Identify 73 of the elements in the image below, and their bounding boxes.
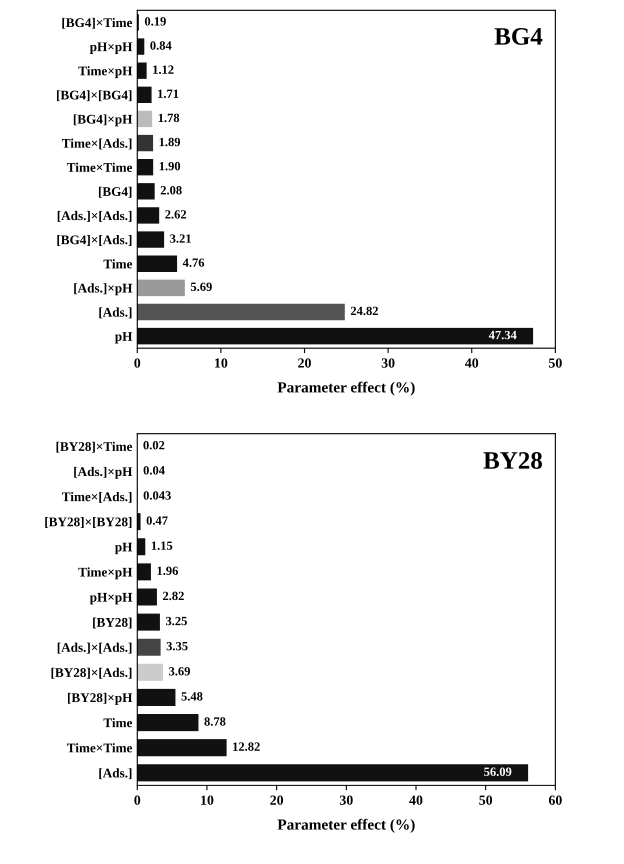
y-tick-label: [BG4]×pH (74, 114, 132, 126)
data-label: 8.78 (204, 717, 226, 726)
x-tick-label: 60 (548, 796, 562, 805)
data-label: 3.25 (166, 616, 187, 626)
data-label: 0.47 (146, 516, 168, 525)
y-tick-label: [Ads.] (99, 307, 132, 318)
y-tick-label: pH×pH (90, 42, 132, 54)
data-label: 0.84 (150, 41, 172, 50)
y-tick-label: [Ads.]×pH (74, 283, 132, 296)
y-tick-label: [BG4]×Time (62, 18, 132, 29)
data-label: 4.76 (182, 258, 204, 267)
data-label: 1.15 (152, 542, 172, 550)
data-label: 3.69 (169, 667, 190, 676)
y-tick-label: [BY28] (93, 618, 132, 628)
data-label: 1.12 (153, 65, 174, 74)
y-tick-label: [BG4]×[BG4] (56, 90, 132, 102)
x-tick-label: 0 (134, 358, 140, 368)
data-label: 1.90 (160, 162, 180, 170)
data-label: 56.09 (484, 768, 512, 776)
y-tick-label: pH (114, 542, 132, 554)
x-tick-label: 20 (270, 796, 284, 805)
x-tick-label: 50 (548, 358, 562, 368)
text: BY28 (484, 452, 542, 469)
data-label: 5.69 (190, 282, 212, 292)
x-tick-label: 0 (134, 796, 140, 805)
data-label: 3.35 (166, 642, 188, 650)
data-label: 2.62 (165, 210, 186, 219)
data-label: 1.89 (160, 138, 180, 146)
y-tick-label: [BY28]×Time (56, 442, 132, 453)
y-tick-label: Time×pH (78, 66, 132, 78)
data-label: 1.78 (158, 114, 180, 122)
x-tick-label: 10 (215, 358, 228, 368)
y-tick-label: Time×pH (78, 567, 132, 580)
data-label: 47.34 (488, 330, 517, 340)
y-tick-label: [BG4]×[Ads.] (57, 235, 132, 246)
y-tick-label: [Ads.] (99, 768, 132, 780)
y-tick-label: Time×Time (66, 743, 132, 752)
data-label: 1.96 (157, 566, 178, 576)
x-tick-label: 40 (464, 358, 478, 368)
data-label: 0.02 (143, 440, 164, 450)
y-tick-label: Time×[Ads.] (62, 492, 132, 503)
x-tick-label: 30 (382, 358, 395, 368)
y-tick-label: Time (104, 259, 132, 268)
data-label: 12.82 (233, 742, 260, 751)
y-tick-label: [Ads.]×pH (74, 466, 132, 479)
data-label: 0.04 (144, 466, 165, 475)
y-tick-label: [BY28]×[BY28] (45, 517, 132, 528)
data-label: 2.08 (160, 186, 182, 195)
x-axis-title: Parameter effect (%) (278, 382, 415, 396)
y-tick-label: [Ads.]×[Ads.] (58, 642, 132, 654)
data-label: 3.21 (170, 234, 191, 243)
x-tick-label: 40 (409, 796, 422, 805)
x-axis-title: Parameter effect (%) (278, 818, 415, 833)
y-tick-label: pH×pH (90, 592, 132, 604)
x-tick-label: 50 (479, 796, 492, 805)
data-label: 5.48 (182, 692, 202, 701)
y-tick-label: Time×Time (66, 162, 132, 172)
x-tick-label: 30 (340, 796, 353, 805)
x-tick-label: 10 (201, 796, 214, 805)
y-tick-label: [BY28]×pH (68, 692, 132, 705)
y-tick-label: Time×[Ads.] (62, 138, 132, 150)
data-label: 2.82 (163, 592, 184, 600)
y-tick-label: [BY28]×[Ads.] (51, 668, 132, 679)
data-label: 0.19 (144, 17, 166, 26)
y-tick-label: [BG4] (98, 186, 132, 198)
y-tick-label: Time (104, 718, 132, 728)
data-label: 1.71 (158, 90, 178, 98)
text: BG4 (494, 28, 542, 45)
x-tick-label: 20 (298, 358, 311, 368)
data-label: 0.043 (144, 491, 171, 500)
y-tick-label: [Ads.]×[Ads.] (58, 210, 132, 222)
data-label: 24.82 (350, 306, 378, 316)
y-tick-label: pH (114, 332, 132, 344)
